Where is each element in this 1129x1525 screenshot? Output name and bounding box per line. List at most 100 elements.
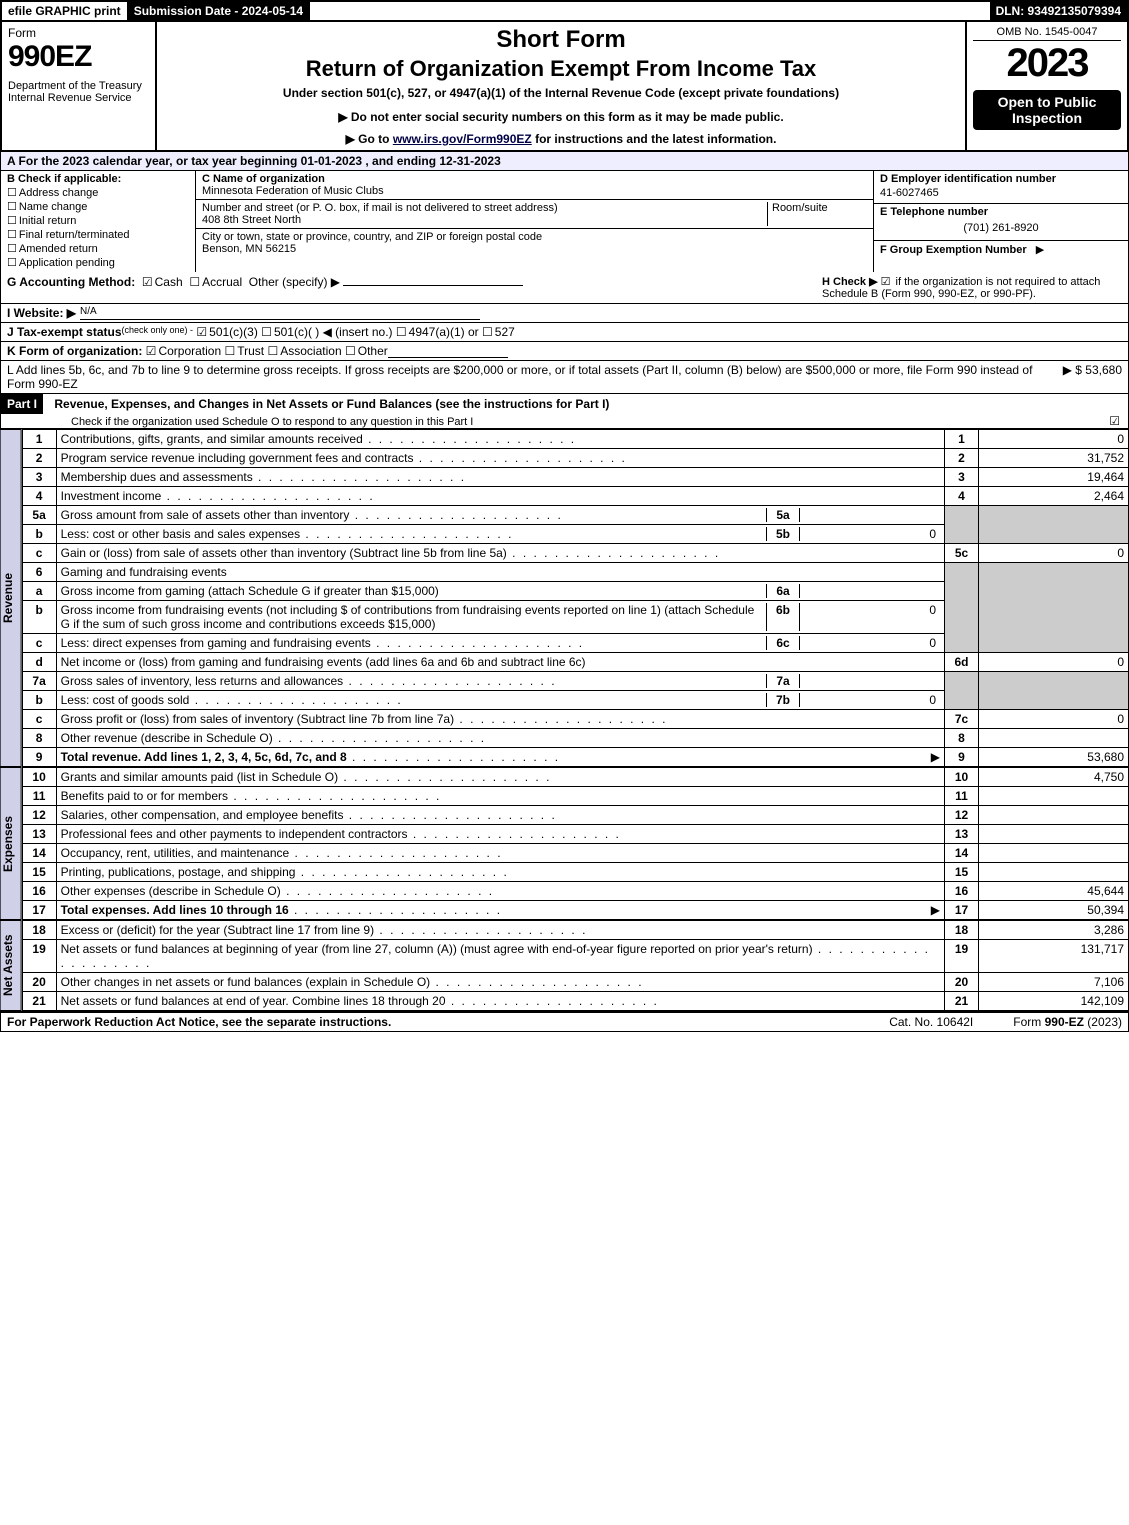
- section-bcd: B Check if applicable: Address change Na…: [0, 171, 1129, 272]
- checkbox-schedule-o[interactable]: [1109, 414, 1122, 428]
- revenue-table: 1Contributions, gifts, grants, and simil…: [22, 429, 1129, 767]
- expenses-section: Expenses 10Grants and similar amounts pa…: [0, 767, 1129, 920]
- line-10: 10Grants and similar amounts paid (list …: [22, 768, 1128, 787]
- arrow-icon: ▶: [1036, 244, 1044, 256]
- checkbox-initial-return[interactable]: Initial return: [7, 214, 189, 227]
- part1-header: Part I Revenue, Expenses, and Changes in…: [0, 394, 1129, 429]
- k-label: K Form of organization:: [7, 344, 142, 358]
- room-label: Room/suite: [772, 202, 828, 214]
- line-19: 19Net assets or fund balances at beginni…: [22, 940, 1128, 973]
- col-d-ids: D Employer identification number 41-6027…: [873, 171, 1128, 272]
- line-5c: cGain or (loss) from sale of assets othe…: [22, 544, 1128, 563]
- footer-left: For Paperwork Reduction Act Notice, see …: [7, 1015, 849, 1029]
- street-label: Number and street (or P. O. box, if mail…: [202, 202, 558, 214]
- short-form-title: Short Form: [165, 26, 957, 54]
- checkbox-application-pending[interactable]: Application pending: [7, 256, 189, 269]
- submission-date: Submission Date - 2024-05-14: [128, 2, 310, 20]
- ssn-warning-text: Do not enter social security numbers on …: [351, 110, 784, 124]
- page-footer: For Paperwork Reduction Act Notice, see …: [0, 1011, 1129, 1032]
- checkbox-name-change[interactable]: Name change: [7, 200, 189, 213]
- other-specify: Other (specify) ▶: [249, 275, 340, 289]
- efile-label[interactable]: efile GRAPHIC print: [2, 2, 128, 20]
- form-word: Form: [8, 26, 149, 40]
- form-title: Return of Organization Exempt From Incom…: [165, 56, 957, 82]
- goto-pre: Go to: [358, 132, 393, 146]
- checkbox-trust[interactable]: [224, 344, 237, 358]
- goto-post: for instructions and the latest informat…: [532, 132, 777, 146]
- checkbox-final-return[interactable]: Final return/terminated: [7, 228, 189, 241]
- dln-label: DLN: 93492135079394: [990, 2, 1127, 20]
- form-subtitle: Under section 501(c), 527, or 4947(a)(1)…: [165, 86, 957, 100]
- l-text: L Add lines 5b, 6c, and 7b to line 9 to …: [7, 363, 1053, 391]
- line-1: 1Contributions, gifts, grants, and simil…: [22, 430, 1128, 449]
- row-k-orgform: K Form of organization: Corporation Trus…: [0, 342, 1129, 361]
- line-2: 2Program service revenue including gover…: [22, 449, 1128, 468]
- line-18: 18Excess or (deficit) for the year (Subt…: [22, 921, 1128, 940]
- ein-value: 41-6027465: [880, 185, 1122, 201]
- org-name-label: C Name of organization: [202, 173, 325, 185]
- revenue-section: Revenue 1Contributions, gifts, grants, a…: [0, 429, 1129, 767]
- netassets-sidelabel: Net Assets: [0, 920, 22, 1011]
- part1-label: Part I: [1, 394, 43, 414]
- street-value: 408 8th Street North: [202, 214, 301, 226]
- dept-label: Department of the Treasury Internal Reve…: [8, 80, 149, 104]
- goto-note: ▶ Go to www.irs.gov/Form990EZ for instru…: [165, 132, 957, 146]
- row-j-taxexempt: J Tax-exempt status (check only one) - 5…: [0, 323, 1129, 342]
- checkbox-address-change[interactable]: Address change: [7, 186, 189, 199]
- checkbox-schedule-b[interactable]: [881, 276, 893, 288]
- checkbox-accrual[interactable]: [189, 275, 202, 289]
- form-number: 990EZ: [8, 40, 149, 74]
- line-12: 12Salaries, other compensation, and empl…: [22, 806, 1128, 825]
- line-8: 8Other revenue (describe in Schedule O)8: [22, 729, 1128, 748]
- arrow-icon: ▶: [338, 110, 347, 124]
- revenue-sidelabel: Revenue: [0, 429, 22, 767]
- tel-label: E Telephone number: [880, 206, 1122, 218]
- j-label: J Tax-exempt status: [7, 325, 122, 339]
- line-11: 11Benefits paid to or for members11: [22, 787, 1128, 806]
- checkbox-501c3[interactable]: [196, 325, 209, 339]
- group-exemption-label: F Group Exemption Number: [880, 244, 1027, 256]
- checkbox-4947[interactable]: [396, 325, 409, 339]
- checkbox-association[interactable]: [267, 344, 280, 358]
- part1-title: Revenue, Expenses, and Changes in Net As…: [54, 397, 609, 411]
- checkbox-527[interactable]: [482, 325, 495, 339]
- footer-catno: Cat. No. 10642I: [849, 1015, 1013, 1029]
- tax-year: 2023: [973, 41, 1121, 86]
- line-15: 15Printing, publications, postage, and s…: [22, 863, 1128, 882]
- line-13: 13Professional fees and other payments t…: [22, 825, 1128, 844]
- l-amount: ▶ $ 53,680: [1063, 363, 1122, 391]
- checkbox-other-org[interactable]: [345, 344, 358, 358]
- checkbox-corporation[interactable]: [146, 344, 159, 358]
- line-9: 9Total revenue. Add lines 1, 2, 3, 4, 5c…: [22, 748, 1128, 767]
- website-label: I Website: ▶: [7, 306, 76, 320]
- netassets-section: Net Assets 18Excess or (deficit) for the…: [0, 920, 1129, 1011]
- line-21: 21Net assets or fund balances at end of …: [22, 992, 1128, 1011]
- col-b-checkboxes: B Check if applicable: Address change Na…: [1, 171, 196, 272]
- checkbox-amended-return[interactable]: Amended return: [7, 242, 189, 255]
- header-center: Short Form Return of Organization Exempt…: [157, 22, 967, 150]
- j-sub: (check only one) -: [122, 325, 194, 339]
- line-6d: dNet income or (loss) from gaming and fu…: [22, 653, 1128, 672]
- col-b-header: B Check if applicable:: [7, 173, 189, 185]
- h-label: H Check ▶: [822, 276, 878, 288]
- footer-right: Form 990-EZ (2023): [1013, 1015, 1122, 1029]
- city-value: Benson, MN 56215: [202, 243, 296, 255]
- row-g-h: G Accounting Method: Cash Accrual Other …: [0, 272, 1129, 304]
- tel-value: (701) 261-8920: [880, 218, 1122, 238]
- org-name: Minnesota Federation of Music Clubs: [202, 185, 384, 197]
- irs-link[interactable]: www.irs.gov/Form990EZ: [393, 132, 532, 146]
- checkbox-501c[interactable]: [261, 325, 274, 339]
- ein-label: D Employer identification number: [880, 173, 1122, 185]
- header-left: Form 990EZ Department of the Treasury In…: [2, 22, 157, 150]
- part1-sub: Check if the organization used Schedule …: [71, 416, 473, 428]
- omb-number: OMB No. 1545-0047: [973, 26, 1121, 41]
- top-bar: efile GRAPHIC print Submission Date - 20…: [0, 0, 1129, 22]
- website-value: N/A: [80, 306, 480, 320]
- open-to-public: Open to Public Inspection: [973, 90, 1121, 130]
- row-i-website: I Website: ▶ N/A: [0, 304, 1129, 323]
- checkbox-cash[interactable]: [142, 275, 155, 289]
- city-label: City or town, state or province, country…: [202, 231, 542, 243]
- line-7c: cGross profit or (loss) from sales of in…: [22, 710, 1128, 729]
- ssn-warning: ▶ Do not enter social security numbers o…: [165, 110, 957, 124]
- netassets-table: 18Excess or (deficit) for the year (Subt…: [22, 920, 1129, 1011]
